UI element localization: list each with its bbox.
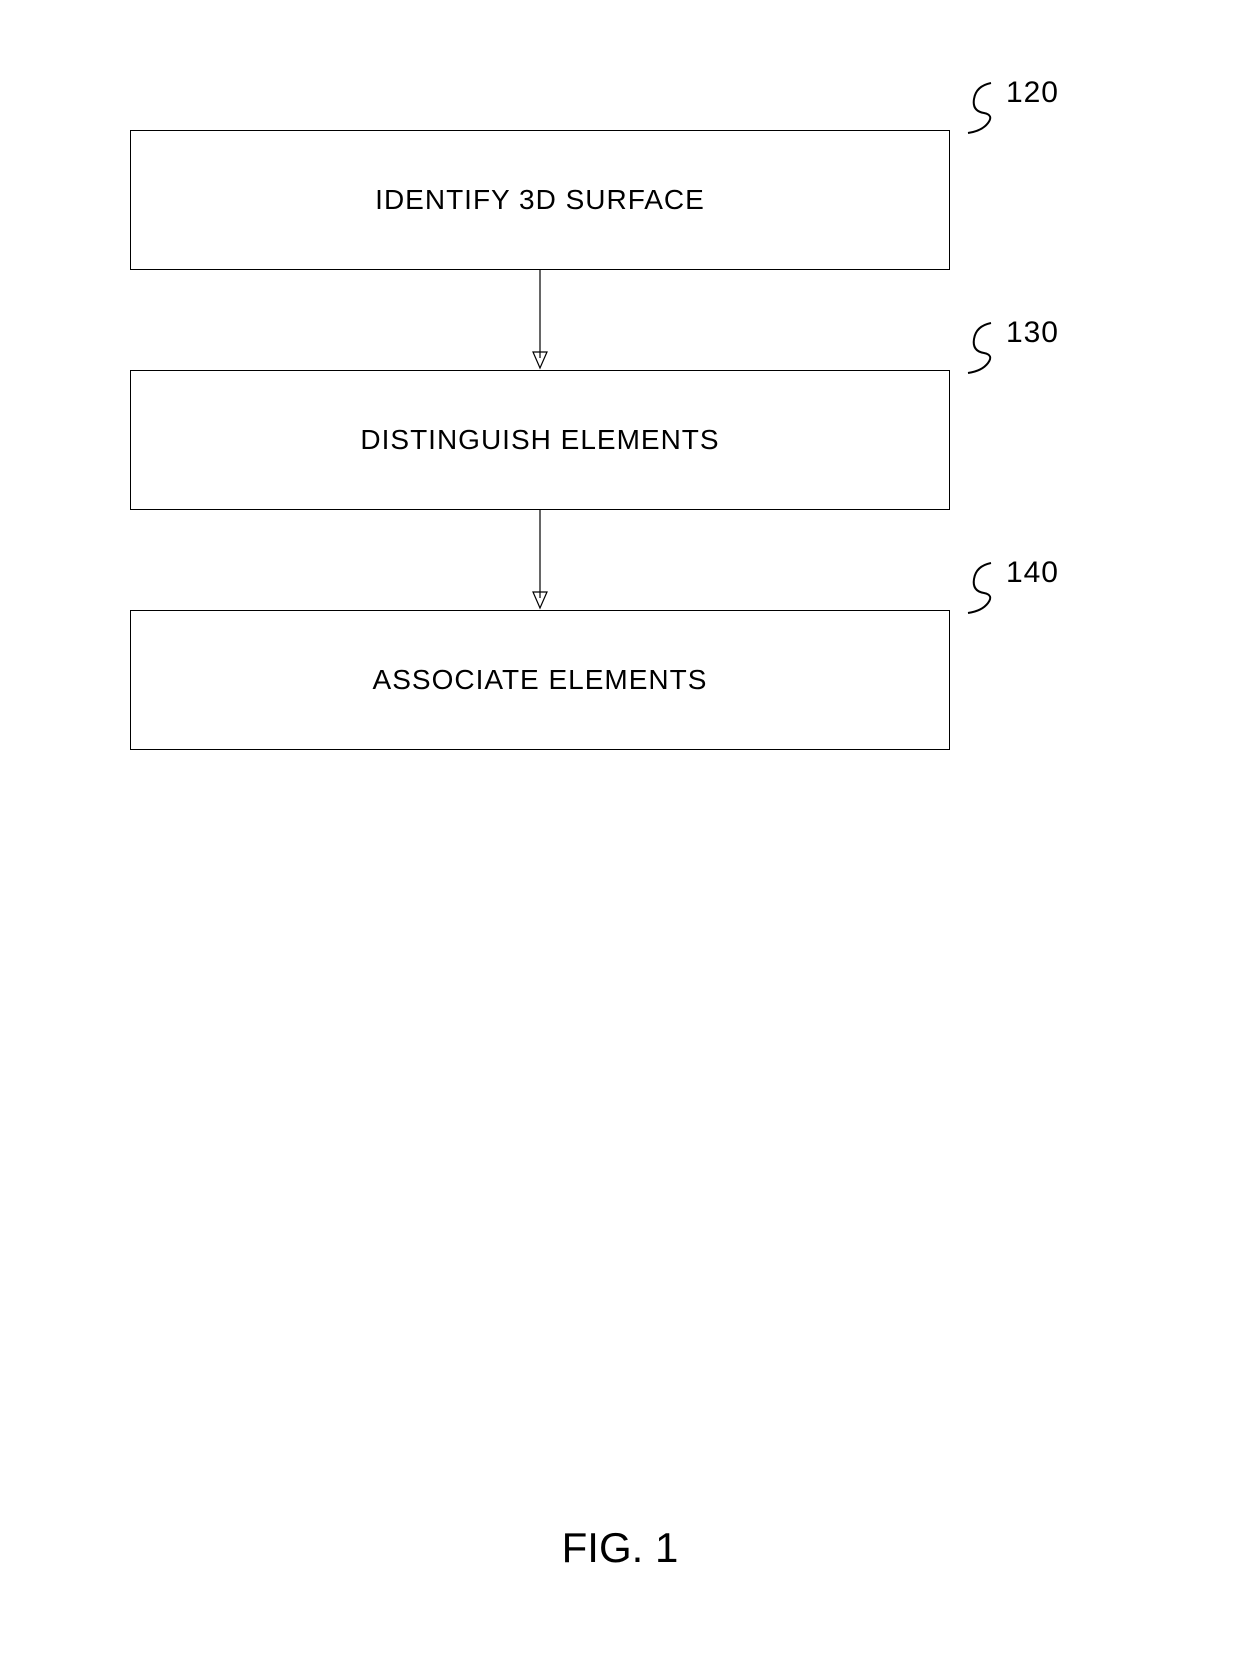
squiggle-icon — [956, 561, 1001, 616]
arrow-down-icon — [520, 270, 560, 370]
ref-label-1: 120 — [956, 81, 1059, 136]
arrow-2 — [130, 510, 950, 610]
ref-num-2: 130 — [1006, 316, 1059, 350]
ref-num-3: 140 — [1006, 556, 1059, 590]
flow-box-3-label: ASSOCIATE ELEMENTS — [373, 664, 708, 696]
squiggle-icon — [956, 321, 1001, 376]
arrow-1 — [130, 270, 950, 370]
flow-box-1-label: IDENTIFY 3D SURFACE — [375, 184, 705, 216]
ref-num-1: 120 — [1006, 76, 1059, 110]
figure-label: FIG. 1 — [0, 1524, 1240, 1572]
squiggle-icon — [956, 81, 1001, 136]
flow-box-2-label: DISTINGUISH ELEMENTS — [360, 424, 719, 456]
ref-label-2: 130 — [956, 321, 1059, 376]
flow-box-2: DISTINGUISH ELEMENTS 130 — [130, 370, 950, 510]
flow-box-3: ASSOCIATE ELEMENTS 140 — [130, 610, 950, 750]
ref-label-3: 140 — [956, 561, 1059, 616]
flow-box-1: IDENTIFY 3D SURFACE 120 — [130, 130, 950, 270]
arrow-down-icon — [520, 510, 560, 610]
flowchart-container: IDENTIFY 3D SURFACE 120 DISTINGUISH ELEM… — [130, 130, 1110, 750]
